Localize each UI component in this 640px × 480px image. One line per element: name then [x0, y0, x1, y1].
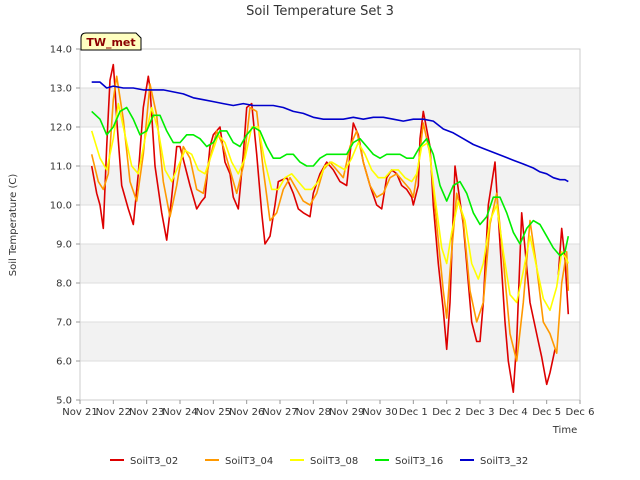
background-band: [80, 166, 580, 205]
x-tick-label: Nov 22: [96, 407, 131, 418]
y-tick-label: 14.0: [50, 45, 72, 56]
legend-label: SoilT3_08: [310, 456, 358, 467]
x-tick-label: Nov 27: [262, 407, 297, 418]
x-tick-label: Dec 4: [499, 407, 528, 418]
plot-background-bands: [80, 49, 580, 400]
y-tick-label: 12.0: [50, 123, 72, 134]
x-axis-title: Time: [552, 425, 577, 436]
x-tick-label: Nov 30: [362, 407, 397, 418]
background-band: [80, 244, 580, 283]
series-line-soilt3-32: [91, 81, 569, 183]
x-tick-label: Nov 28: [296, 407, 331, 418]
y-tick-label: 10.0: [50, 201, 72, 212]
x-tick-label: Dec 6: [566, 407, 595, 418]
legend: SoilT3_02 SoilT3_04 SoilT3_08 SoilT3_16 Soil…: [110, 456, 528, 467]
background-band: [80, 283, 580, 322]
y-axis-title: Soil Temperature (C): [8, 174, 19, 277]
x-tick-label: Dec 1: [399, 407, 428, 418]
y-tick-label: 13.0: [50, 84, 72, 95]
x-tick-label: Nov 23: [129, 407, 164, 418]
legend-label: SoilT3_04: [225, 456, 273, 467]
y-tick-label: 8.0: [56, 279, 72, 290]
x-tick-label: Nov 26: [229, 407, 264, 418]
series-lines: [90, 63, 570, 394]
legend-label: SoilT3_32: [480, 456, 528, 467]
x-tick-label: Dec 2: [432, 407, 461, 418]
background-band: [80, 88, 580, 127]
y-tick-label: 9.0: [56, 240, 72, 251]
y-tick-label: 11.0: [50, 162, 72, 173]
background-band: [80, 361, 580, 400]
x-tick-label: Dec 3: [466, 407, 495, 418]
station-badge: TW_met: [80, 32, 142, 51]
background-band: [80, 322, 580, 361]
series-line-soilt3-08: [90, 102, 570, 312]
y-tick-label: 7.0: [56, 318, 72, 329]
series-line-soilt3-16: [91, 106, 570, 257]
badge-box: [80, 32, 142, 51]
x-tick-label: Dec 5: [532, 407, 561, 418]
y-tick-label: 5.0: [56, 396, 72, 407]
x-tick-label: Nov 24: [162, 407, 197, 418]
x-tick-label: Nov 29: [329, 407, 364, 418]
y-tick-label: 6.0: [56, 357, 72, 368]
background-band: [80, 49, 580, 88]
legend-label: SoilT3_16: [395, 456, 443, 467]
plot-frame: [79, 48, 581, 401]
badge-label: TW_met: [86, 36, 135, 49]
chart-title: Soil Temperature Set 3: [246, 4, 394, 19]
x-tick-label: Nov 25: [196, 407, 231, 418]
legend-label: SoilT3_02: [130, 456, 178, 467]
y-axis-ticks: 5.0 6.0 7.0 8.0 9.0 10.0 11.0 12.0 13.0 14.0: [50, 45, 80, 407]
x-tick-label: Nov 21: [62, 407, 97, 418]
series-line-soilt3-02: [90, 63, 556, 394]
series-line-soilt3-02-segment: [557, 227, 570, 315]
